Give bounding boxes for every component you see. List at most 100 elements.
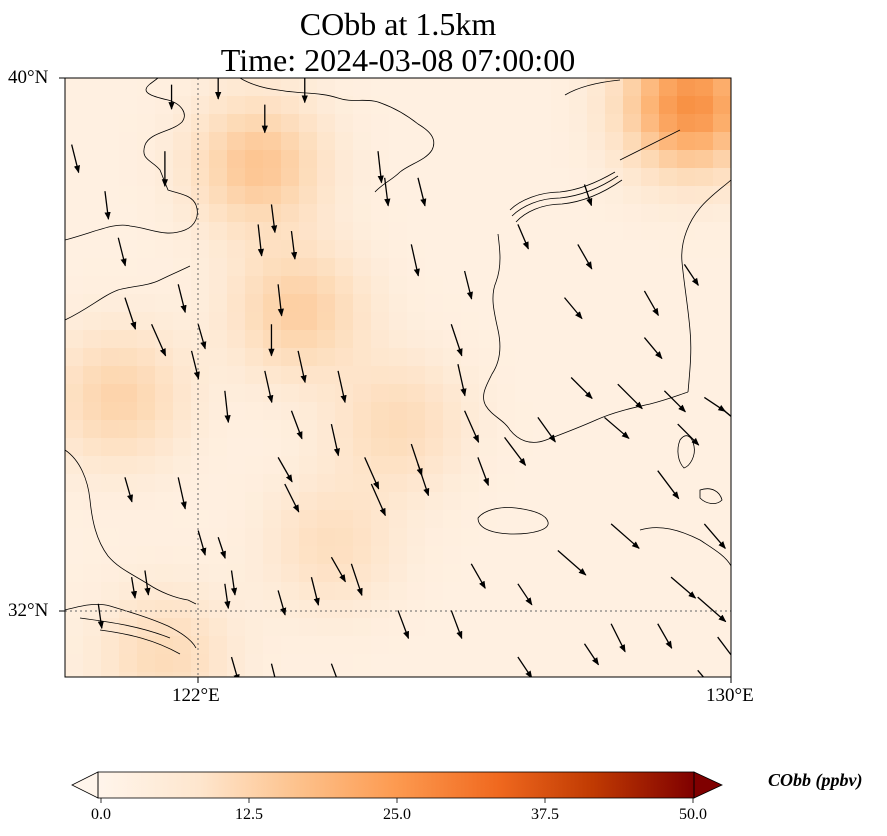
field-cell [515,546,534,565]
field-cell [641,96,660,115]
field-cell [317,582,336,601]
wind-arrow [723,410,731,418]
field-cell [119,78,138,97]
field-cell [227,240,246,259]
field-cell [695,510,714,529]
wind-arrow [670,576,697,599]
field-cell [137,240,156,259]
field-cell [443,186,462,205]
field-cell [137,348,156,367]
field-cell [317,456,336,475]
field-cell [443,384,462,403]
field-cell [605,294,624,313]
field-cell [497,654,516,673]
field-cell [83,402,102,421]
field-cell [677,672,696,677]
field-cell [641,636,660,655]
field-cell [713,528,731,547]
field-cell [641,510,660,529]
field-cell [191,294,210,313]
field-cell [281,636,300,655]
field-cell [173,348,192,367]
field-cell [623,186,642,205]
field-cell [173,492,192,511]
wind-arrow [297,350,307,384]
field-cell [83,168,102,187]
field-cell [371,384,390,403]
field-cell [389,114,408,133]
field-cell [263,636,282,655]
field-cell [551,312,570,331]
field-cell [227,546,246,565]
field-cell [299,312,318,331]
field-cell [551,222,570,241]
field-cell [245,276,264,295]
wind-arrow [604,416,630,439]
field-cell [299,78,318,97]
field-cell [641,420,660,439]
field-cell [371,528,390,547]
field-cell [587,96,606,115]
field-cell [443,96,462,115]
field-cell [263,276,282,295]
field-cell [173,168,192,187]
field-cell [533,258,552,277]
wind-arrow [397,610,410,640]
field-cell [191,438,210,457]
field-cell [263,240,282,259]
field-cell [317,546,336,565]
field-cell [281,258,300,277]
field-cell [497,186,516,205]
field-cell [443,510,462,529]
field-cell [371,312,390,331]
field-cell [209,168,228,187]
field-cell [353,654,372,673]
field-cell [425,618,444,637]
field-cell [443,366,462,385]
field-cell [83,528,102,547]
field-cell [533,96,552,115]
field-cell [263,438,282,457]
field-cell [641,672,660,677]
field-cell [65,384,84,403]
field-cell [695,186,714,205]
field-cell [245,564,264,583]
field-cell [677,456,696,475]
colorbar-tick-label-4: 50.0 [679,806,707,823]
field-cell [281,348,300,367]
field-cell [65,240,84,259]
field-cell [173,186,192,205]
field-cell [659,186,678,205]
field-cell [479,312,498,331]
field-cell [641,402,660,421]
field-cell [569,528,588,547]
field-cell [101,312,120,331]
field-cell [641,222,660,241]
field-cell [605,546,624,565]
field-cell [677,186,696,205]
field-cell [209,150,228,169]
field-cell [191,150,210,169]
field-cell [713,240,731,259]
field-cell [317,618,336,637]
field-cell [533,492,552,511]
field-cell [605,366,624,385]
field-cell [443,222,462,241]
field-cell [353,492,372,511]
field-cell [155,438,174,457]
field-cell [353,96,372,115]
field-cell [515,636,534,655]
field-cell [191,384,210,403]
field-cell [191,474,210,493]
field-cell [587,294,606,313]
field-cell [407,132,426,151]
field-cell [155,186,174,205]
field-cell [155,366,174,385]
field-cell [479,600,498,619]
field-cell [209,582,228,601]
field-cell [443,204,462,223]
field-cell [695,168,714,187]
field-cell [227,294,246,313]
field-cell [713,330,731,349]
wind-arrow [697,669,705,677]
